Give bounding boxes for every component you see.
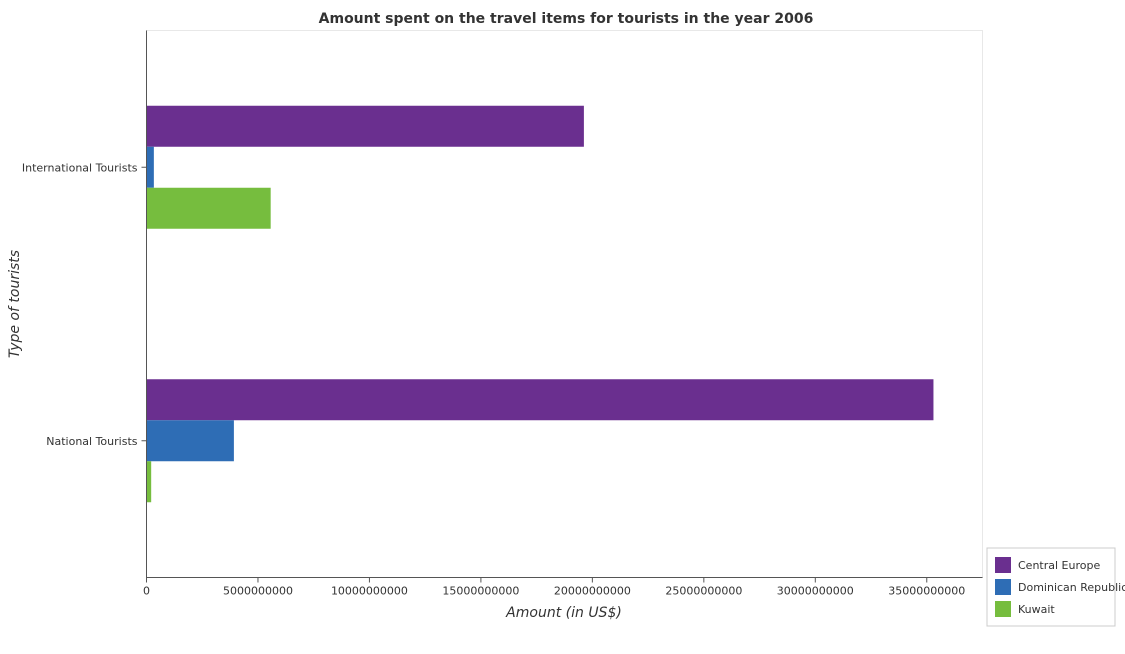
legend-label: Dominican Republic (1018, 581, 1125, 594)
bar-kuwait-international-tourists (146, 187, 271, 229)
x-axis-label: Amount (in US$) (505, 605, 622, 621)
y-axis: International Tourists National Tourists (22, 30, 147, 578)
legend-swatch (995, 579, 1011, 595)
bars-group (146, 105, 934, 503)
x-axis: 0 5000000000 10000000000 15000000000 2000000… (143, 577, 983, 598)
chart-title: Amount spent on the travel items for tou… (319, 11, 814, 27)
y-tick-label: International Tourists (22, 161, 138, 174)
x-tick-label: 25000000000 (665, 585, 742, 598)
x-tick-label: 30000000000 (777, 585, 854, 598)
x-tick-label: 0 (143, 585, 150, 598)
x-tick-label: 20000000000 (554, 585, 631, 598)
x-tick-label: 35000000000 (888, 585, 965, 598)
y-axis-label: Type of tourists (7, 250, 23, 358)
bar-dominican-republic-national-tourists (146, 420, 234, 462)
x-tick-label: 10000000000 (331, 585, 408, 598)
bar-kuwait-national-tourists (146, 461, 152, 503)
legend-label: Kuwait (1018, 603, 1055, 616)
bar-central-europe-international-tourists (146, 105, 584, 147)
legend-swatch (995, 557, 1011, 573)
bar-dominican-republic-international-tourists (146, 146, 154, 188)
y-tick-label: National Tourists (46, 435, 138, 448)
legend: Central Europe Dominican Republic Kuwait (986, 547, 1125, 627)
bar-central-europe-national-tourists (146, 379, 934, 421)
legend-swatch (995, 601, 1011, 617)
legend-label: Central Europe (1018, 559, 1100, 572)
x-tick-label: 15000000000 (442, 585, 519, 598)
x-tick-label: 5000000000 (223, 585, 293, 598)
